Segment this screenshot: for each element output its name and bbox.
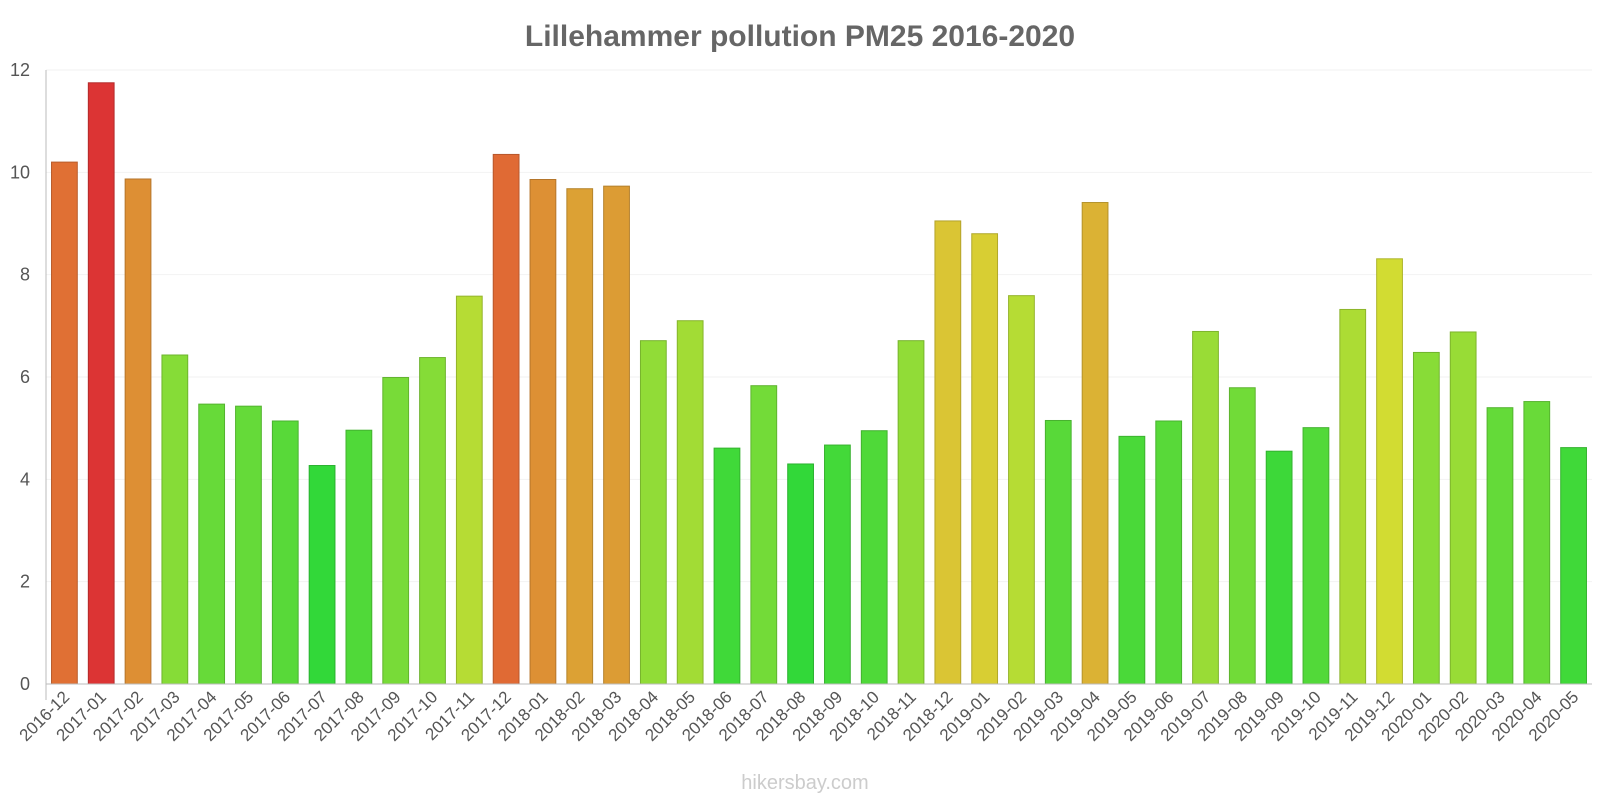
- bar-2017-05: [235, 405, 262, 685]
- chart-title: Lillehammer pollution PM25 2016-2020: [525, 20, 1075, 53]
- bar-2018-12: [934, 220, 962, 685]
- bar-2018-02: [566, 188, 594, 685]
- bar-2019-02: [1008, 295, 1035, 685]
- bar-2020-02: [1449, 331, 1477, 685]
- bar-2019-06: [1155, 420, 1183, 685]
- bar-2018-10: [860, 430, 888, 685]
- bar-2019-11: [1339, 308, 1367, 685]
- bar-2017-11: [455, 295, 483, 685]
- bar-2018-07: [750, 385, 778, 685]
- y-axis: 0 2 4 6 8 10 12: [10, 60, 47, 700]
- bar-2017-12: [492, 153, 520, 685]
- bar-2018-03: [603, 185, 630, 685]
- y-tick-label: 4: [20, 469, 30, 489]
- y-tick-label: 2: [20, 572, 30, 592]
- bar-2017-07: [308, 465, 336, 685]
- y-tick-label: 10: [10, 162, 30, 182]
- bar-2019-09: [1265, 450, 1293, 685]
- bar-2018-04: [639, 340, 667, 685]
- bar-2016-12: [51, 161, 78, 685]
- y-tick-label: 8: [20, 265, 30, 285]
- bar-2017-02: [124, 178, 152, 685]
- bar-2017-01: [87, 82, 115, 685]
- bar-2019-07: [1192, 330, 1219, 685]
- watermark: hikersbay.com: [741, 772, 868, 794]
- bar-2020-03: [1486, 407, 1514, 685]
- bar-2017-06: [271, 420, 299, 685]
- bar-2018-11: [897, 340, 925, 685]
- bar-2017-03: [161, 354, 189, 685]
- bar-2017-09: [382, 377, 410, 685]
- bar-2017-08: [345, 429, 373, 685]
- bar-2018-01: [529, 179, 557, 685]
- bar-2018-08: [787, 463, 814, 685]
- bar-2020-01: [1412, 351, 1440, 685]
- gridlines: [46, 69, 1592, 583]
- bar-2020-05: [1560, 447, 1587, 685]
- bar-2019-05: [1118, 435, 1146, 685]
- x-axis: 2016-122017-012017-022017-032017-042017-…: [16, 683, 1592, 745]
- bar-2019-10: [1302, 427, 1330, 685]
- bar-2018-06: [713, 447, 741, 685]
- bar-2020-04: [1523, 401, 1551, 685]
- bar-2019-08: [1228, 387, 1256, 685]
- bar-2018-05: [676, 320, 704, 685]
- bar-2019-01: [971, 233, 999, 685]
- bar-2019-03: [1044, 419, 1072, 685]
- bars: [51, 82, 1587, 685]
- y-tick-label: 12: [10, 60, 30, 80]
- bar-2017-04: [198, 403, 226, 685]
- y-tick-label: 0: [20, 674, 30, 694]
- bar-2017-10: [419, 357, 446, 685]
- y-tick-label: 6: [20, 367, 30, 387]
- bar-2019-12: [1376, 258, 1403, 685]
- bar-2018-09: [824, 444, 851, 685]
- bar-2019-04: [1081, 202, 1109, 685]
